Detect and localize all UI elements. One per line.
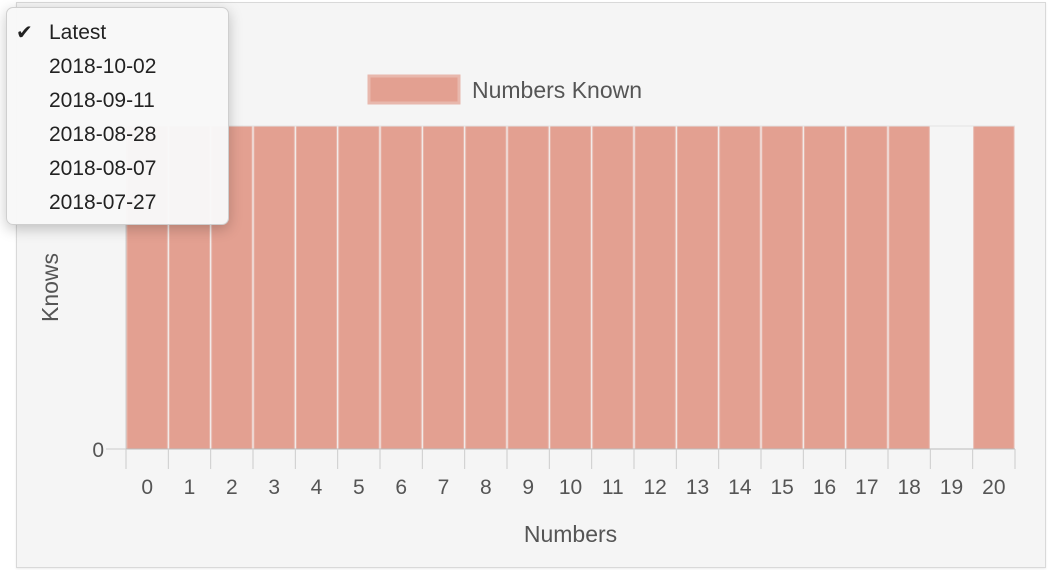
x-tick-label: 6 <box>395 476 407 499</box>
legend-swatch <box>367 74 461 105</box>
x-tick-label: 16 <box>813 476 836 499</box>
y-axis-title: Knows <box>37 253 63 322</box>
bar[interactable] <box>380 125 422 450</box>
menu-item-label: 2018-07-27 <box>49 191 157 214</box>
x-tick-label: 20 <box>982 476 1005 499</box>
x-tick-label: 17 <box>855 476 878 499</box>
menu-item-date[interactable]: 2018-08-28 <box>7 118 228 152</box>
bar[interactable] <box>761 125 803 450</box>
x-tick-label: 5 <box>353 476 365 499</box>
x-tick-label: 11 <box>602 476 624 499</box>
menu-item-latest[interactable]: ✔ Latest <box>7 16 228 50</box>
legend[interactable]: Numbers Known <box>367 74 642 105</box>
menu-item-label: 2018-08-07 <box>49 157 157 180</box>
menu-item-date[interactable]: 2018-09-11 <box>7 84 228 118</box>
bar[interactable] <box>549 125 592 450</box>
bar[interactable] <box>719 125 761 450</box>
menu-item-label: Latest <box>49 21 107 44</box>
bar[interactable] <box>253 125 295 450</box>
checkmark-icon: ✔ <box>16 22 33 44</box>
x-tick-label: 14 <box>728 476 752 499</box>
bar[interactable] <box>846 125 888 450</box>
bar[interactable] <box>295 125 338 450</box>
x-tick-label: 3 <box>268 476 280 499</box>
x-tick-label: 10 <box>559 476 582 499</box>
y-tick-label: 0 <box>92 439 104 462</box>
x-axis-title: Numbers <box>524 521 617 547</box>
bar[interactable] <box>422 125 465 450</box>
bar[interactable] <box>888 125 930 450</box>
x-tick-label: 4 <box>311 476 323 499</box>
x-tick-label: 13 <box>686 476 709 499</box>
x-tick-label: 18 <box>897 476 920 499</box>
menu-item-date[interactable]: 2018-10-02 <box>7 50 228 84</box>
x-tick-label: 9 <box>522 476 534 499</box>
x-tick-label: 12 <box>643 476 666 499</box>
bar[interactable] <box>592 125 634 450</box>
legend-label: Numbers Known <box>472 77 642 103</box>
bar[interactable] <box>676 125 719 450</box>
bar[interactable] <box>507 125 549 450</box>
x-tick-label: 19 <box>940 476 963 499</box>
bar[interactable] <box>634 125 676 450</box>
bar[interactable] <box>338 125 380 450</box>
x-tick-label: 0 <box>141 476 153 499</box>
x-tick-label: 15 <box>770 476 793 499</box>
x-tick-label: 2 <box>226 476 238 499</box>
menu-item-label: 2018-09-11 <box>49 89 155 112</box>
x-tick-label: 8 <box>480 476 492 499</box>
menu-item-label: 2018-10-02 <box>49 55 157 78</box>
bar[interactable] <box>465 125 507 450</box>
x-tick-label: 7 <box>438 476 450 499</box>
date-dropdown-menu[interactable]: ✔ Latest 2018-10-02 2018-09-11 2018-08-2… <box>6 7 229 225</box>
menu-item-date[interactable]: 2018-07-27 <box>7 186 228 220</box>
bar[interactable] <box>973 125 1015 450</box>
bar[interactable] <box>803 125 846 450</box>
menu-item-label: 2018-08-28 <box>49 123 157 146</box>
menu-item-date[interactable]: 2018-08-07 <box>7 152 228 186</box>
x-tick-label: 1 <box>184 476 196 499</box>
